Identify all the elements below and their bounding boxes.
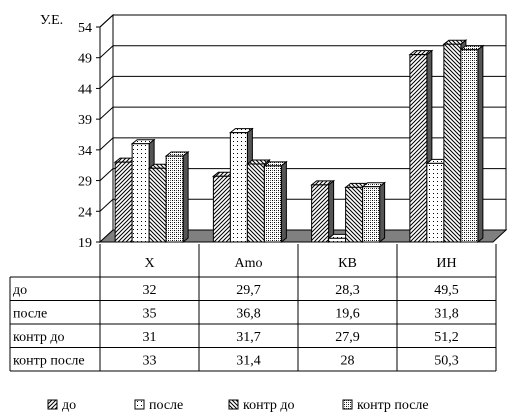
- bars: [113, 39, 485, 244]
- data-label: 31,4: [236, 354, 261, 369]
- side-wall: [99, 13, 114, 244]
- bar: [310, 179, 336, 244]
- bar: [361, 181, 387, 244]
- legend-label: после: [149, 398, 183, 413]
- data-label: 29,7: [236, 283, 261, 298]
- x-tick-label: X: [144, 256, 154, 271]
- data-label: 36,8: [236, 307, 261, 322]
- data-label: 28,3: [335, 283, 360, 298]
- y-tick-label: 54: [78, 21, 92, 36]
- data-label: 33: [143, 354, 157, 369]
- y-tick-label: 19: [78, 236, 92, 251]
- legend-label: до: [62, 398, 76, 413]
- gridline-side: [99, 76, 114, 89]
- data-label: 28: [341, 354, 355, 369]
- bar: [164, 150, 190, 244]
- y-axis-unit-label: У.Е.: [40, 13, 63, 28]
- y-tick-label: 49: [78, 52, 92, 67]
- legend-entry: контр после: [342, 398, 429, 413]
- y-tick-label: 44: [78, 82, 92, 97]
- bar: [459, 44, 485, 244]
- x-tick-label: Amo: [235, 256, 263, 271]
- table-row-label: контр после: [13, 354, 85, 369]
- data-label: 31: [143, 330, 157, 345]
- table-row-label: до: [13, 283, 27, 298]
- gridline-side: [99, 45, 114, 59]
- legend-swatch: [342, 399, 353, 410]
- y-tick-label: 34: [78, 144, 92, 159]
- data-label: 51,2: [434, 330, 459, 345]
- legend-entry: до: [47, 398, 76, 413]
- x-tick-label: ИН: [436, 256, 456, 271]
- legend: до после контр до контр после: [47, 398, 429, 413]
- y-tick-label: 39: [78, 113, 92, 128]
- legend-label: контр после: [357, 398, 429, 413]
- gridline-side: [99, 168, 114, 181]
- x-tick-label: КВ: [338, 256, 357, 271]
- legend-entry: контр до: [228, 398, 295, 413]
- y-tick-label: 29: [78, 175, 92, 190]
- data-label: 50,3: [434, 354, 459, 369]
- y-axis: У.Е. 19 24 29 34 39 44 49 54: [40, 13, 100, 251]
- gridline-side: [99, 137, 114, 151]
- legend-entry: после: [134, 398, 183, 413]
- gridline-side: [99, 14, 114, 28]
- legend-label: контр до: [243, 398, 295, 413]
- table-row-label: контр до: [13, 330, 65, 345]
- data-label: 35: [143, 307, 157, 322]
- data-label: 32: [143, 283, 157, 298]
- data-label: 27,9: [335, 330, 360, 345]
- y-tick-label: 24: [78, 205, 92, 220]
- bar: [262, 160, 288, 244]
- table-row-label: после: [13, 307, 47, 322]
- gridline-side: [99, 198, 114, 212]
- data-label: 49,5: [434, 283, 459, 298]
- legend-swatch: [47, 399, 58, 410]
- legend-swatch: [228, 399, 239, 410]
- legend-swatch: [134, 399, 145, 410]
- data-label: 19,6: [335, 307, 360, 322]
- data-label: 31,8: [434, 307, 459, 322]
- data-table: X Amo КВ ИН до 32 29,7 28,3 49,5 после 35 36,8 19,6 3…: [9, 244, 497, 372]
- data-label: 31,7: [236, 330, 261, 345]
- gridline-side: [99, 106, 114, 120]
